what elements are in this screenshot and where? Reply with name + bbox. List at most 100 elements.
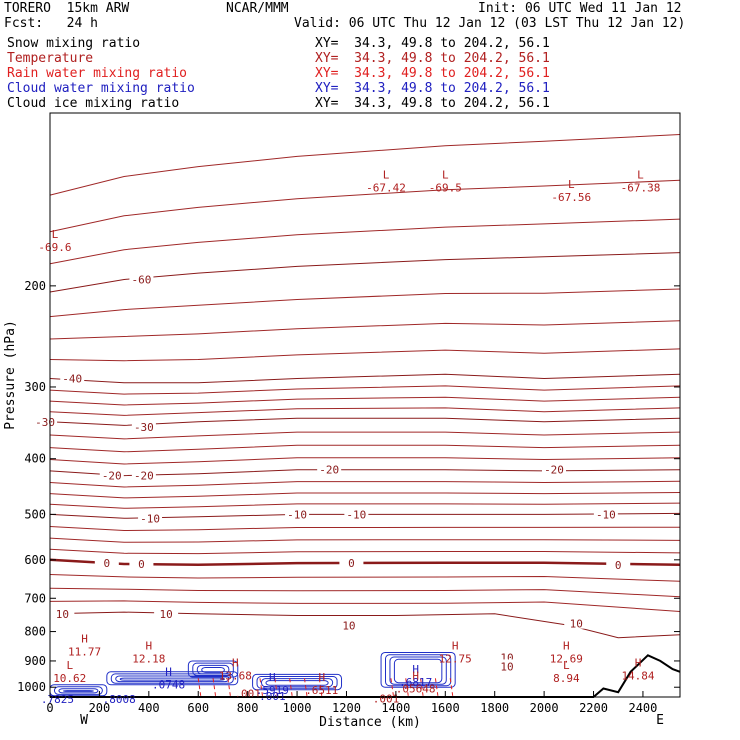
extremum-value: .001 <box>373 693 400 706</box>
isotherm-minor <box>49 407 681 416</box>
isotherm-label: -20 <box>319 464 339 477</box>
isotherm-minor <box>49 320 681 340</box>
x-tick-label: 2200 <box>579 701 608 715</box>
extremum-value: 12.75 <box>439 653 472 666</box>
x-tick-label: 1800 <box>480 701 509 715</box>
extremum-marker: H <box>269 671 276 684</box>
y-tick-label: 200 <box>24 279 46 293</box>
isotherm-label: -20 <box>134 470 154 483</box>
isotherm-label: -10 <box>140 512 160 525</box>
rain-contour <box>390 678 394 696</box>
y-tick-label: 300 <box>24 380 46 394</box>
isotherm-label-bg <box>129 272 154 285</box>
isotherm-label-bg <box>336 618 361 631</box>
rain-contour <box>318 678 323 696</box>
isotherm-minor <box>49 600 681 612</box>
extremum-marker: L <box>568 178 575 191</box>
y-tick-label: 500 <box>24 507 46 521</box>
extremum-marker: H <box>412 670 419 683</box>
isotherm-label: -10 <box>287 508 307 521</box>
isotherm-label-bg <box>564 616 589 629</box>
extremum-marker: H <box>563 640 570 653</box>
extremum-marker: L <box>637 168 644 181</box>
isotherm-label-bg <box>94 556 119 569</box>
isotherm-label: 0 <box>348 557 355 570</box>
cloud-water-contour <box>265 680 329 686</box>
extremum-marker: L <box>442 168 449 181</box>
cloud-water-contour <box>106 671 239 686</box>
extremum-value: .05648 <box>396 683 436 696</box>
isotherm-label-bg <box>542 462 566 475</box>
x-tick-label: 2400 <box>628 701 657 715</box>
extremum-marker: H <box>318 671 325 684</box>
cloud-water-contour <box>62 690 94 692</box>
extremum-marker: L <box>66 659 73 672</box>
cloud-water-contour <box>256 676 338 689</box>
extremum-value: -69.6 <box>38 241 71 254</box>
isotherm-label-bg <box>495 659 520 672</box>
cloud-water-contour <box>115 675 230 683</box>
isotherm-label-bg <box>99 468 124 481</box>
y-tick-label: 900 <box>24 654 46 668</box>
isotherm-label: -30 <box>35 416 55 429</box>
isotherm-label-bg <box>606 557 631 570</box>
extremum-marker: H <box>412 663 419 676</box>
legend-label-cloud-ice: Cloud ice mixing ratio <box>7 96 180 111</box>
isotherm-label-bg <box>60 371 85 384</box>
cloud-water-contour <box>260 678 334 688</box>
isotherm-label: 0 <box>104 557 111 570</box>
isotherm-minor <box>49 492 681 499</box>
x-tick-label: 200 <box>89 701 111 715</box>
isotherm-minor <box>49 537 681 543</box>
extremum-marker: L <box>563 659 570 672</box>
x-tick-label: 1000 <box>283 701 312 715</box>
isotherm-minor <box>49 502 681 509</box>
isotherm-label: 10 <box>570 618 583 631</box>
x-tick-label: 0 <box>46 701 53 715</box>
isotherm-minor <box>49 480 681 488</box>
extremum-marker: H <box>81 632 88 645</box>
plot-frame <box>49 112 681 698</box>
isotherm-label-bg <box>285 507 310 520</box>
extremum-value: -67.56 <box>551 191 591 204</box>
extremum-marker: H <box>452 640 459 653</box>
isotherm-label: 10 <box>500 660 513 673</box>
isotherm-0 <box>49 558 681 567</box>
isotherm-label-bg <box>339 556 364 569</box>
isotherm-minor <box>49 526 681 532</box>
isotherm-minor <box>49 179 681 233</box>
legend-xy-snow: XY= 34.3, 49.8 to 204.2, 56.1 <box>315 36 550 51</box>
isotherm-label: -30 <box>134 421 154 434</box>
isotherm-10 <box>49 611 681 639</box>
center-title: NCAR/MMM <box>226 1 289 16</box>
model-title: TORERO 15km ARW <box>4 1 130 16</box>
legend-xy-cloud-ice: XY= 34.3, 49.8 to 204.2, 56.1 <box>315 96 550 111</box>
legend-label-snow: Snow mixing ratio <box>7 36 141 51</box>
x-tick-label: 1400 <box>381 701 410 715</box>
isotherm-label: -20 <box>102 470 122 483</box>
isotherm--30 <box>49 417 681 426</box>
isotherm-label-bg <box>33 414 58 427</box>
cloud-water-contour <box>380 651 456 688</box>
extremum-value: -67.38 <box>621 181 661 194</box>
rain-contour <box>449 678 454 696</box>
isotherm-label-bg <box>154 606 179 619</box>
extremum-value: .8008 <box>103 693 136 706</box>
isotherm-minor <box>49 587 681 598</box>
x-tick-label: 400 <box>138 701 160 715</box>
x-tick-label: 2000 <box>530 701 559 715</box>
isotherm-label: -10 <box>596 508 616 521</box>
x-tick-label: 1600 <box>431 701 460 715</box>
legend-xy-temperature: XY= 34.3, 49.8 to 204.2, 56.1 <box>315 51 550 66</box>
rain-contour <box>212 678 217 696</box>
x-tick-label: 800 <box>237 701 259 715</box>
isotherm--40 <box>49 373 681 384</box>
extremum-value: .6511 <box>305 684 338 697</box>
isotherm-label-bg <box>131 468 156 481</box>
x-end-label-left: W <box>80 713 88 728</box>
extremum-marker: H <box>635 656 642 669</box>
y-tick-label: 400 <box>24 452 46 466</box>
isotherm-minor <box>49 134 681 196</box>
terrain-line <box>50 654 681 698</box>
